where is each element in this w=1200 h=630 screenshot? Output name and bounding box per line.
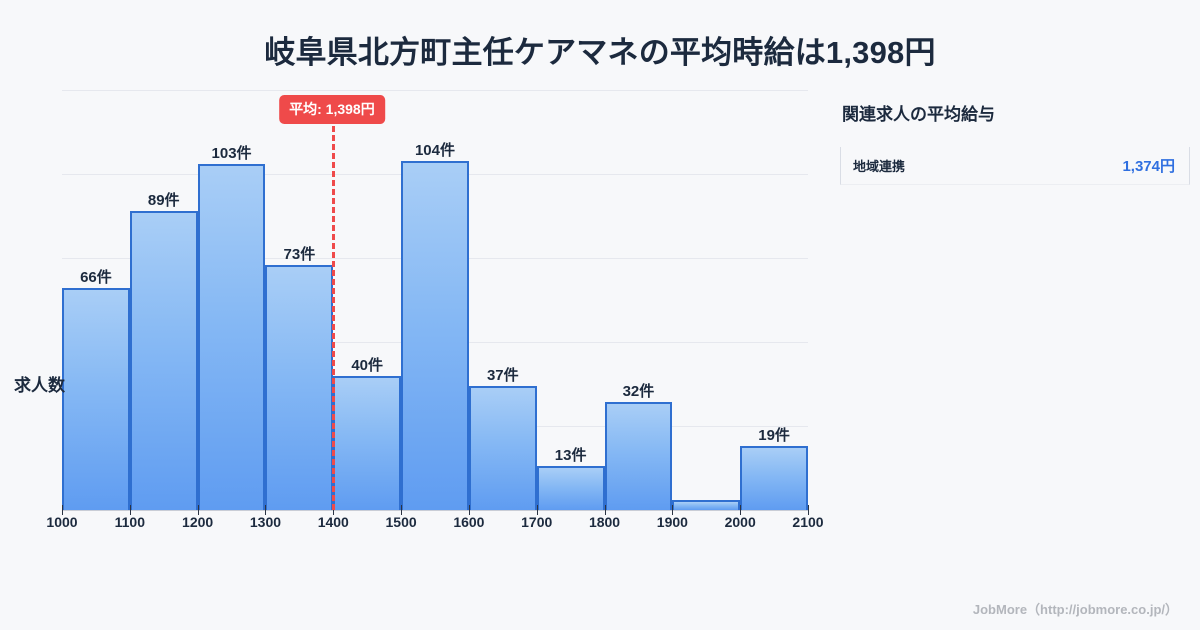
x-axis-tick-label: 2100 — [792, 514, 824, 530]
histogram-bar — [129, 210, 198, 510]
x-axis-tick — [401, 505, 403, 515]
x-axis-tick — [740, 505, 742, 515]
related-salary-title: 関連求人の平均給与 — [842, 105, 995, 124]
bar-value-label: 73件 — [283, 245, 316, 263]
x-axis-tick-label: 1800 — [588, 514, 621, 530]
x-axis-tick-label: 1200 — [182, 514, 214, 530]
histogram-bar — [197, 163, 266, 510]
bar-value-label: 13件 — [554, 447, 587, 465]
gridline — [62, 90, 808, 91]
histogram-bar — [333, 375, 402, 510]
x-axis-tick-label: 1400 — [317, 514, 349, 530]
bar-value-label: 89件 — [147, 191, 180, 209]
x-axis-tick — [672, 505, 674, 515]
footer-watermark: JobMore（http://jobmore.co.jp/） — [972, 602, 1178, 617]
bar-value-label: 104件 — [414, 141, 455, 159]
x-axis-tick-label: 1000 — [46, 514, 78, 530]
bar-value-label: 103件 — [211, 144, 252, 162]
bars-layer: 66件 89件 103件 73件 40件 104件 37件 13件 32件 19件 — [62, 90, 808, 510]
y-axis-title: 求人数 — [14, 376, 65, 395]
x-axis-tick-label: 1700 — [521, 514, 553, 530]
x-axis-tick-label: 1600 — [453, 514, 485, 530]
x-axis-tick — [808, 505, 809, 515]
bar-value-label: 40件 — [351, 356, 384, 374]
histogram-bar — [672, 499, 741, 510]
related-salary-value: 1,374円 — [1122, 158, 1175, 175]
x-axis-tick — [604, 505, 606, 515]
bar-value-label: 66件 — [80, 269, 112, 287]
x-axis-tick — [536, 505, 538, 515]
related-salary-row: 地域連携 1,374円 — [840, 147, 1190, 185]
x-axis-tick-label: 1300 — [249, 514, 282, 530]
bar-value-label: 37件 — [486, 366, 519, 384]
histogram-bar — [468, 385, 537, 510]
bar-value-label: 19件 — [758, 427, 790, 445]
x-axis-line — [62, 510, 808, 511]
x-axis-tick — [468, 505, 470, 515]
histogram-bar — [740, 446, 808, 510]
x-axis-tick-label: 1500 — [385, 514, 417, 530]
histogram-bar — [265, 264, 334, 510]
x-axis-tick — [197, 505, 199, 515]
x-axis-tick — [62, 505, 63, 515]
related-salary-panel: 関連求人の平均給与 地域連携 1,374円 — [840, 100, 1190, 185]
histogram-bar — [604, 402, 673, 510]
histogram-bar — [401, 160, 469, 510]
bar-value-label: 32件 — [622, 383, 655, 401]
x-axis-tick-label: 1100 — [114, 514, 145, 530]
average-badge: 平均: 1,398円 — [279, 95, 385, 124]
average-line — [331, 108, 335, 510]
x-axis-tick — [333, 505, 335, 515]
histogram-bar — [536, 466, 605, 510]
x-axis-tick-label: 1900 — [656, 514, 688, 530]
related-salary-rows: 地域連携 1,374円 — [840, 147, 1190, 185]
x-axis-tick — [129, 505, 131, 515]
x-axis-tick-label: 2000 — [724, 514, 756, 530]
x-axis-tick — [265, 505, 267, 515]
page-title: 岐阜県北方町主任ケアマネの平均時給は1,398円 — [264, 35, 936, 70]
histogram-bar — [62, 288, 130, 510]
related-salary-name: 地域連携 — [853, 159, 906, 174]
